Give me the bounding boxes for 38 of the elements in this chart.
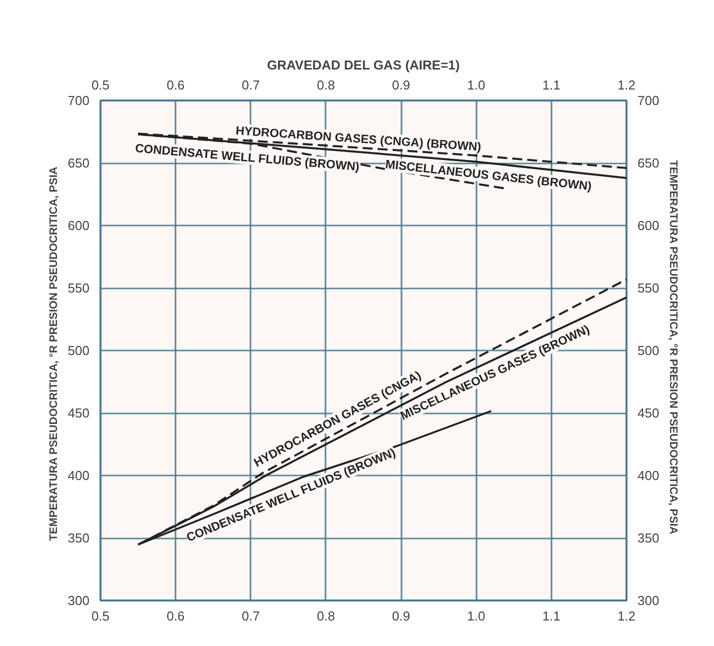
x-tick-label: 1.1 (542, 608, 560, 624)
y2-tick-label: 350 (638, 530, 660, 546)
y2-axis-title: TEMPERATURA PSEUDOCRITICA, °R PRESION PSEUDOCRITICA, PSIA (667, 160, 680, 534)
y-tick-label: 300 (68, 593, 90, 608)
x-tick-label: 0.6 (166, 608, 185, 624)
x2-tick-label: 1.2 (617, 78, 636, 92)
y2-tick-label: 400 (638, 468, 660, 483)
y2-tick-label: 600 (638, 218, 660, 233)
x-tick-label: 1.0 (467, 608, 486, 624)
x-tick-label: 0.7 (242, 608, 260, 624)
x2-tick-label: 0.7 (242, 78, 260, 92)
x2-axis-title: GRAVEDAD DEL GAS (AIRE=1) (267, 58, 460, 72)
y2-tick-label: 300 (638, 593, 660, 608)
y-tick-label: 400 (68, 468, 90, 483)
y-tick-label: 700 (68, 93, 90, 108)
text: MISCELLANEOUS GASES (BROWN) (384, 157, 592, 194)
x2-tick-label: 1.0 (467, 78, 486, 92)
y-tick-label: 550 (68, 280, 90, 296)
x2-tick-label: 1.1 (542, 78, 560, 92)
x2-tick-label: 0.9 (392, 78, 410, 92)
y2-tick-label: 450 (638, 406, 660, 420)
y-tick-label: 500 (68, 343, 90, 358)
y2-tick-label: 650 (638, 156, 660, 170)
x-tick-label: 0.9 (392, 608, 410, 624)
x2-tick-label: 0.8 (316, 78, 335, 92)
y-tick-label: 600 (68, 218, 90, 233)
y-tick-label: 450 (68, 406, 90, 420)
x2-tick-label: 0.6 (166, 78, 185, 92)
y2-tick-label: 550 (638, 280, 660, 296)
y-axis-title: TEMPERATURA PSEUDOCRITICA, °R PRESION PSEUDOCRITICA, PSIA (48, 166, 60, 541)
y2-tick-label: 500 (638, 343, 660, 358)
x-tick-label: 0.8 (316, 608, 335, 624)
y2-tick-label: 700 (638, 93, 660, 108)
y-tick-label: 650 (68, 156, 90, 170)
x-tick-label: 0.5 (91, 608, 110, 624)
x-tick-label: 1.2 (617, 608, 636, 624)
y-tick-label: 350 (68, 530, 90, 546)
x2-tick-label: 0.5 (91, 78, 110, 92)
